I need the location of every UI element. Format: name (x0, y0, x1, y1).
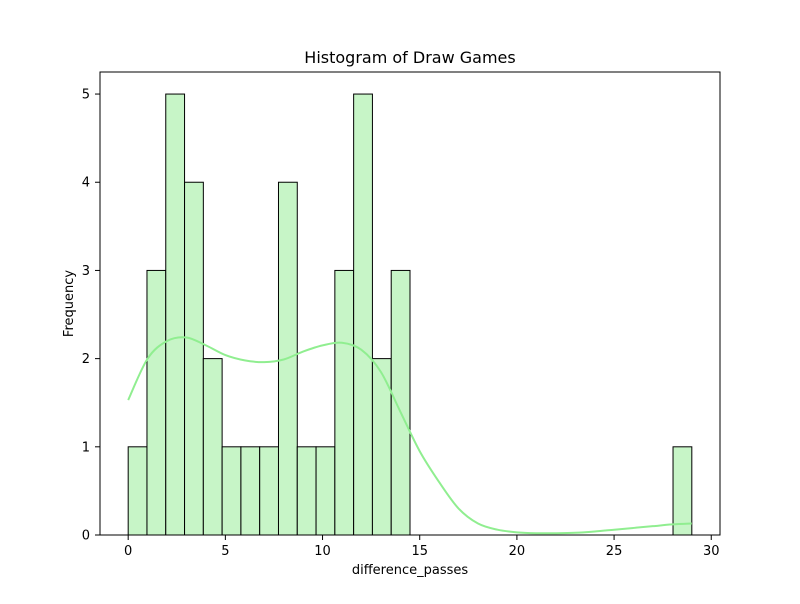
y-tick-label: 5 (82, 88, 90, 103)
y-tick-label: 1 (82, 440, 90, 455)
x-tick-label: 0 (124, 544, 132, 559)
histogram-bar (334, 269, 355, 536)
y-tick-label: 2 (82, 352, 90, 367)
y-tick-label: 4 (82, 176, 90, 191)
histogram-bar (259, 446, 279, 536)
bars-group (127, 93, 693, 536)
x-tick-label: 10 (314, 544, 331, 559)
histogram-bar (146, 269, 167, 536)
y-tick-label: 3 (82, 264, 90, 279)
histogram-bar (390, 269, 411, 536)
y-axis-ticks: 0 1 2 3 4 5 (82, 88, 100, 544)
chart-title: Histogram of Draw Games (304, 48, 515, 67)
x-axis-label: difference_passes (352, 563, 469, 578)
x-tick-label: 20 (509, 544, 526, 559)
x-tick-label: 5 (221, 544, 229, 559)
histogram-bar (221, 446, 242, 536)
x-tick-label: 30 (703, 544, 720, 559)
histogram-bar (165, 93, 186, 536)
kde-line (127, 336, 692, 535)
x-tick-label: 25 (606, 544, 623, 559)
histogram-bar (672, 446, 693, 536)
y-tick-label: 0 (82, 529, 90, 544)
histogram-bar (202, 358, 223, 536)
y-axis-label: Frequency (62, 270, 77, 337)
histogram-bar (240, 446, 261, 536)
histogram-bar (127, 446, 148, 536)
histogram-bar (315, 446, 336, 536)
histogram-bar (296, 446, 317, 536)
x-tick-label: 15 (411, 544, 428, 559)
x-axis-ticks: 0 5 10 15 20 25 30 (124, 535, 720, 559)
histogram-bar (353, 93, 373, 536)
histogram-bar (184, 181, 204, 536)
plot-frame (99, 71, 721, 536)
